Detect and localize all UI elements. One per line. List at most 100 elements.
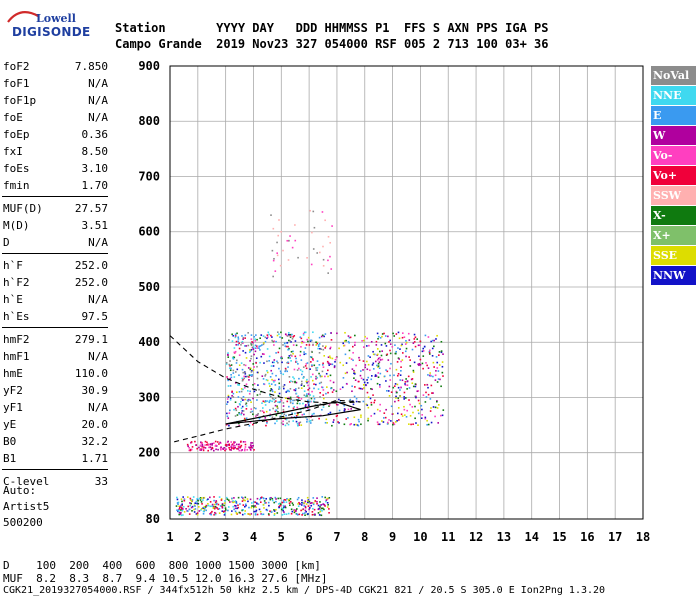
- echo-point: [311, 419, 314, 421]
- echo-point: [206, 444, 208, 446]
- echo-point: [247, 332, 249, 334]
- echo-point: [284, 397, 287, 399]
- echo-point: [235, 340, 238, 343]
- echo-point: [288, 405, 290, 408]
- echo-point: [298, 501, 300, 504]
- echo-point: [393, 385, 396, 387]
- echo-point: [256, 365, 258, 368]
- echo-point: [280, 398, 282, 401]
- echo-point: [312, 507, 314, 510]
- echo-point: [328, 355, 331, 358]
- echo-point: [302, 366, 305, 368]
- echo-point: [333, 366, 336, 369]
- echo-point: [381, 335, 383, 338]
- echo-point: [265, 497, 267, 500]
- echo-point: [225, 496, 228, 499]
- echo-point: [436, 381, 439, 383]
- echo-point: [250, 401, 252, 403]
- echo-point: [255, 509, 258, 512]
- echo-point: [269, 385, 271, 387]
- echo-point: [269, 395, 272, 398]
- echo-point: [249, 360, 251, 362]
- echo-point: [351, 368, 354, 370]
- echo-point: [292, 399, 294, 402]
- parameter-row: foF1 N/A: [0, 75, 110, 92]
- echo-point: [224, 507, 227, 510]
- y-tick-label: 80: [146, 512, 160, 526]
- echo-point: [180, 511, 182, 514]
- echo-point: [438, 354, 440, 356]
- echo-point: [248, 351, 251, 353]
- echo-point: [285, 513, 288, 516]
- echo-point: [404, 343, 407, 345]
- echo-point: [248, 393, 251, 395]
- echo-point: [178, 511, 181, 514]
- echo-point: [304, 331, 307, 334]
- echo-point: [330, 332, 333, 334]
- echo-point: [245, 357, 248, 359]
- echo-point: [216, 507, 218, 509]
- echo-point: [396, 374, 399, 377]
- echo-point: [259, 393, 261, 396]
- echo-point: [322, 503, 325, 505]
- echo-point: [297, 400, 299, 402]
- echo-point: [335, 403, 338, 406]
- echo-point: [306, 257, 308, 259]
- echo-point: [418, 355, 420, 358]
- echo-point: [419, 340, 422, 343]
- x-tick-label: 7: [333, 530, 340, 544]
- echo-point: [292, 407, 295, 410]
- echo-point: [260, 355, 263, 358]
- echo-point: [287, 361, 289, 364]
- echo-point: [199, 496, 202, 499]
- echo-point: [238, 391, 241, 393]
- echo-point: [431, 339, 434, 342]
- echo-point: [436, 334, 438, 337]
- echo-point: [253, 335, 256, 338]
- echo-point: [412, 371, 415, 373]
- echo-point: [224, 500, 226, 502]
- echo-point: [267, 331, 270, 334]
- echo-point: [239, 446, 241, 449]
- echo-point: [442, 375, 444, 377]
- echo-point: [259, 345, 262, 347]
- logo-line2: DIGISONDE: [12, 25, 91, 39]
- echo-point: [223, 514, 226, 516]
- echo-point: [442, 353, 444, 355]
- echo-point: [220, 448, 222, 451]
- echo-point: [424, 416, 427, 419]
- echo-point: [297, 387, 300, 389]
- echo-point: [293, 416, 296, 418]
- echo-point: [269, 394, 271, 397]
- echo-point: [401, 359, 404, 361]
- echo-point: [234, 507, 237, 510]
- echo-point: [224, 509, 227, 511]
- echo-point: [315, 344, 318, 346]
- echo-point: [436, 400, 438, 403]
- echo-point: [313, 412, 315, 415]
- echo-point: [236, 414, 239, 416]
- echo-point: [300, 398, 303, 400]
- echo-point: [358, 420, 360, 423]
- echo-point: [250, 513, 253, 515]
- echo-point: [233, 442, 235, 445]
- echo-point: [205, 509, 207, 512]
- echo-point: [284, 505, 286, 507]
- echo-point: [410, 423, 412, 426]
- echo-point: [253, 366, 255, 368]
- echo-point: [407, 332, 410, 335]
- echo-point: [326, 506, 329, 508]
- legend-item: NNE: [651, 86, 696, 105]
- echo-point: [289, 396, 292, 399]
- echo-point: [253, 353, 255, 356]
- x-tick-label: 6: [306, 530, 313, 544]
- echo-point: [408, 339, 411, 341]
- echo-point: [272, 227, 275, 230]
- echo-point: [188, 449, 191, 452]
- header-row-labels: Station YYYY DAY DDD HHMMSS P1 FFS S AXN…: [115, 21, 549, 35]
- echo-point: [278, 333, 280, 335]
- echo-point: [298, 422, 301, 424]
- echo-point: [241, 500, 244, 502]
- echo-point: [240, 397, 243, 400]
- echo-point: [291, 333, 293, 336]
